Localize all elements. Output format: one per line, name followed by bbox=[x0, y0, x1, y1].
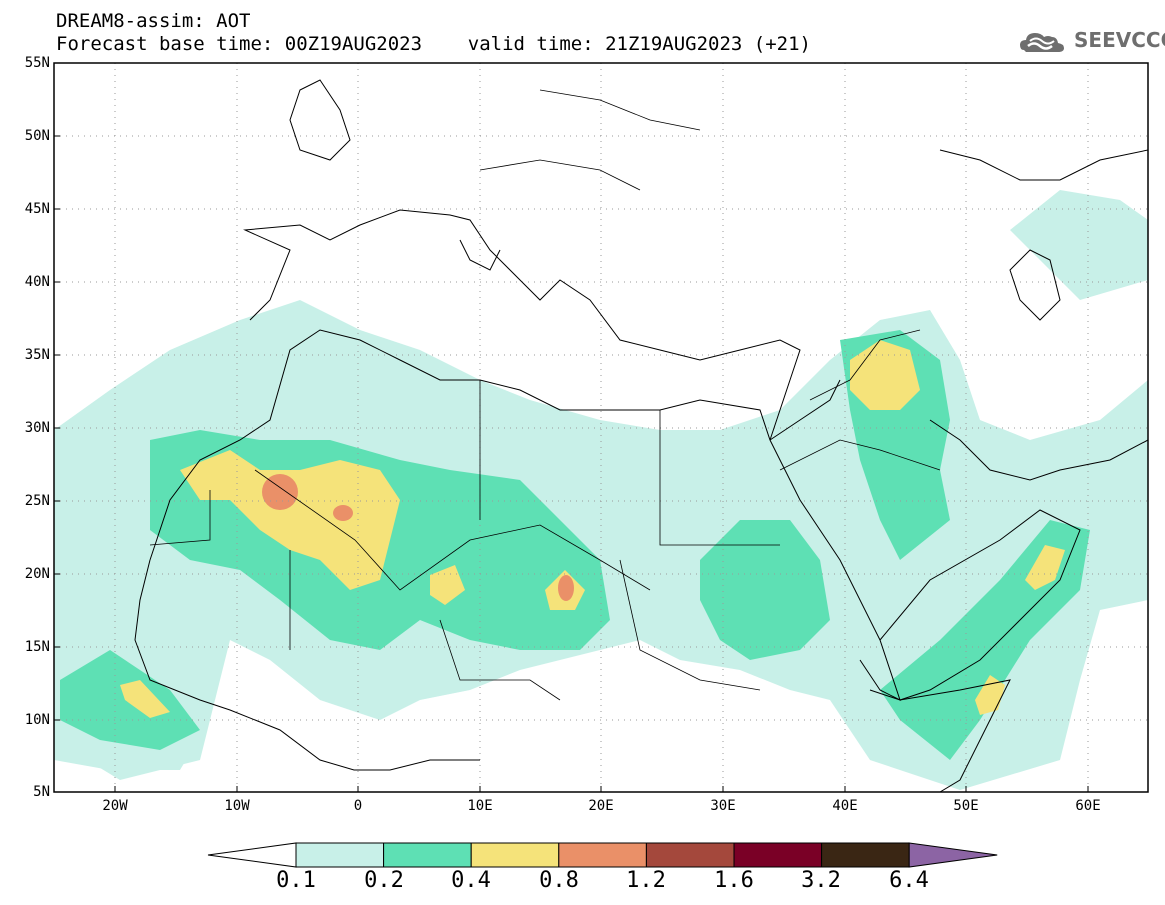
aot-region-high-gulf bbox=[120, 680, 170, 718]
aot-region-high-iraq bbox=[850, 340, 920, 410]
aot-region-mid-sudan bbox=[700, 520, 830, 660]
colorbar-label: 0.1 bbox=[276, 868, 316, 893]
aot-contours bbox=[54, 190, 1148, 790]
lat-label: 40N bbox=[24, 274, 50, 290]
cloud-icon bbox=[1020, 33, 1064, 52]
coastlines bbox=[134, 79, 1148, 792]
lon-label: 40E bbox=[832, 798, 858, 814]
lat-label: 45N bbox=[24, 201, 50, 217]
aot-region-high-chad1 bbox=[430, 565, 465, 605]
colorbar-label: 3.2 bbox=[801, 868, 841, 893]
colorbar-label: 0.8 bbox=[539, 868, 579, 893]
axis-ticks bbox=[54, 135, 1089, 792]
lon-label: 60E bbox=[1075, 798, 1101, 814]
forecast-time-subtitle: Forecast base time: 00Z19AUG2023 valid t… bbox=[56, 33, 811, 55]
lat-label: 10N bbox=[24, 712, 50, 728]
lon-label: 20W bbox=[102, 798, 128, 814]
lat-label: 30N bbox=[24, 420, 50, 436]
colorbar-label: 6.4 bbox=[889, 868, 929, 893]
logo-text: SEEVCCC bbox=[1074, 28, 1165, 52]
lon-label: 10E bbox=[467, 798, 493, 814]
colorbar-label: 1.2 bbox=[626, 868, 666, 893]
lon-label: 10W bbox=[224, 798, 250, 814]
aot-region-high-west bbox=[180, 450, 400, 590]
lat-label: 50N bbox=[24, 128, 50, 144]
colorbar-label: 1.6 bbox=[714, 868, 754, 893]
lon-label: 50E bbox=[953, 798, 979, 814]
lon-label: 0 bbox=[353, 798, 363, 814]
aot-region-low-ne bbox=[1010, 190, 1148, 300]
lat-label: 25N bbox=[24, 493, 50, 509]
lat-label: 5N bbox=[33, 784, 50, 800]
aot-region-peak-algeria2 bbox=[333, 505, 353, 521]
lat-label: 35N bbox=[24, 347, 50, 363]
aot-region-peak-chad bbox=[558, 575, 574, 601]
lat-label: 55N bbox=[24, 55, 50, 71]
lon-label: 20E bbox=[588, 798, 614, 814]
aot-region-peak-algeria bbox=[262, 474, 298, 510]
colorbar-label: 0.4 bbox=[451, 868, 491, 893]
lon-label: 30E bbox=[710, 798, 736, 814]
aot-region-high-oman bbox=[1025, 545, 1065, 590]
map-title: DREAM8-assim: AOT bbox=[56, 10, 251, 32]
country-borders bbox=[149, 89, 941, 701]
lat-lon-grid bbox=[54, 63, 1148, 792]
lat-label: 15N bbox=[24, 639, 50, 655]
colorbar-label: 0.2 bbox=[364, 868, 404, 893]
lat-label: 20N bbox=[24, 566, 50, 582]
